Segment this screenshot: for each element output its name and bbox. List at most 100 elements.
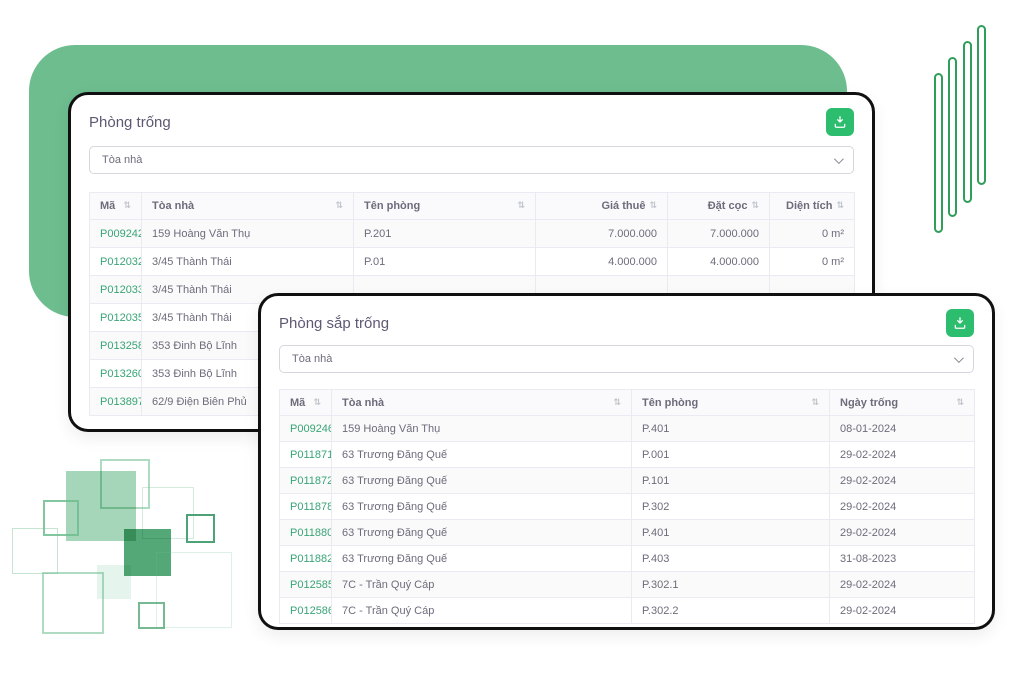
column-header-building[interactable]: Tòa nhà ⇅ [141, 192, 354, 220]
table-row: P012032 3/45 Thành Thái P.01 4.000.000 4… [89, 247, 855, 276]
building-cell: 353 Đinh Bộ Lĩnh [141, 331, 354, 360]
decorative-square [124, 529, 171, 576]
room-code-link[interactable]: P013897 [89, 387, 142, 416]
sort-icon: ⇅ [956, 397, 964, 408]
decorative-square [43, 500, 79, 536]
sort-icon: ⇅ [649, 201, 657, 211]
empty-date-cell: 08-01-2024 [829, 415, 975, 442]
download-button[interactable] [946, 309, 974, 337]
room-code-link[interactable]: P012585 [279, 571, 332, 598]
download-button[interactable] [826, 108, 854, 136]
building-cell: 63 Trương Đăng Quế [331, 441, 632, 468]
empty-date-cell: 29-02-2024 [829, 597, 975, 624]
building-cell: 63 Trương Đăng Quế [331, 545, 632, 572]
table-row: P012586 7C - Trần Quý Cáp P.302.2 29-02-… [279, 597, 975, 624]
empty-date-cell: 29-02-2024 [829, 467, 975, 494]
decorative-bar [963, 41, 972, 203]
building-cell: 3/45 Thành Thái [141, 247, 354, 276]
room-cell: P.101 [631, 467, 830, 494]
sort-icon: ⇅ [613, 397, 621, 408]
building-cell: 159 Hoàng Văn Thụ [331, 415, 632, 442]
select-placeholder: Tòa nhà [102, 154, 143, 166]
sort-icon: ⇅ [335, 201, 343, 211]
room-code-link[interactable]: P012033 [89, 275, 142, 304]
building-filter-select[interactable]: Tòa nhà [89, 146, 854, 174]
decorative-bar [948, 57, 957, 217]
decorative-square [156, 552, 232, 628]
column-header-code[interactable]: Mã ⇅ [89, 192, 142, 220]
room-code-link[interactable]: P012586 [279, 597, 332, 624]
empty-date-cell: 29-02-2024 [829, 571, 975, 598]
card-title: Phòng trống [89, 113, 171, 131]
building-cell: 63 Trương Đăng Quế [331, 493, 632, 520]
card-title: Phòng sắp trống [279, 314, 390, 332]
column-header-empty-date[interactable]: Ngày trống ⇅ [829, 389, 975, 416]
table-row: P011871 63 Trương Đăng Quế P.001 29-02-2… [279, 441, 975, 468]
table-header-row: Mã ⇅ Tòa nhà ⇅ Tên phòng ⇅ Ngày trống ⇅ [279, 389, 975, 416]
building-cell: 159 Hoàng Văn Thụ [141, 219, 354, 248]
room-cell: P.302.1 [631, 571, 830, 598]
table-row: P011872 63 Trương Đăng Quế P.101 29-02-2… [279, 467, 975, 494]
column-header-rent[interactable]: Giá thuê ⇅ [535, 192, 668, 220]
decorative-square [138, 602, 165, 629]
building-cell: 7C - Trần Quý Cáp [331, 597, 632, 624]
room-code-link[interactable]: P011880 [279, 519, 332, 546]
table-row: P011878 63 Trương Đăng Quế P.302 29-02-2… [279, 493, 975, 520]
upcoming-rooms-card: Phòng sắp trống Tòa nhà Mã ⇅ Tòa nhà ⇅ Tên… [258, 293, 995, 630]
building-cell: 63 Trương Đăng Quế [331, 519, 632, 546]
chevron-down-icon [833, 153, 844, 164]
sort-icon: ⇅ [123, 201, 131, 211]
building-cell: 7C - Trần Quý Cáp [331, 571, 632, 598]
select-placeholder: Tòa nhà [292, 353, 333, 365]
room-code-link[interactable]: P009246 [279, 415, 332, 442]
column-header-area[interactable]: Diện tích ⇅ [769, 192, 855, 220]
table-row: P012585 7C - Trần Quý Cáp P.302.1 29-02-… [279, 571, 975, 598]
building-filter-select[interactable]: Tòa nhà [279, 345, 974, 373]
table-row: P011880 63 Trương Đăng Quế P.401 29-02-2… [279, 519, 975, 546]
deposit-cell: 7.000.000 [667, 219, 770, 248]
rent-cell: 7.000.000 [535, 219, 668, 248]
decorative-square [186, 514, 215, 543]
room-code-link[interactable]: P011871 [279, 441, 332, 468]
room-code-link[interactable]: P011872 [279, 467, 332, 494]
decorative-bar [977, 25, 986, 185]
room-cell: P.201 [353, 219, 536, 248]
room-code-link[interactable]: P013260 [89, 359, 142, 388]
sort-icon: ⇅ [751, 201, 759, 211]
area-cell: 0 m² [769, 247, 855, 276]
sort-icon: ⇅ [836, 201, 844, 211]
decorative-bar [934, 73, 943, 233]
building-cell: 63 Trương Đăng Quế [331, 467, 632, 494]
decorative-square [12, 528, 58, 574]
upcoming-rooms-table: Mã ⇅ Tòa nhà ⇅ Tên phòng ⇅ Ngày trống ⇅ P009… [279, 389, 975, 624]
column-header-code[interactable]: Mã ⇅ [279, 389, 332, 416]
table-row: P011882 63 Trương Đăng Quế P.403 31-08-2… [279, 545, 975, 572]
empty-date-cell: 29-02-2024 [829, 441, 975, 468]
download-icon [833, 115, 847, 129]
decorative-square [42, 572, 104, 634]
sort-icon: ⇅ [811, 397, 819, 408]
room-code-link[interactable]: P009242 [89, 219, 142, 248]
room-code-link[interactable]: P013258 [89, 331, 142, 360]
room-cell: P.001 [631, 441, 830, 468]
room-code-link[interactable]: P012032 [89, 247, 142, 276]
table-row: P009242 159 Hoàng Văn Thụ P.201 7.000.00… [89, 219, 855, 248]
room-cell: P.302 [631, 493, 830, 520]
room-code-link[interactable]: P012035 [89, 303, 142, 332]
column-header-building[interactable]: Tòa nhà ⇅ [331, 389, 632, 416]
room-cell: P.403 [631, 545, 830, 572]
download-icon [953, 316, 967, 330]
empty-date-cell: 29-02-2024 [829, 519, 975, 546]
deposit-cell: 4.000.000 [667, 247, 770, 276]
empty-date-cell: 29-02-2024 [829, 493, 975, 520]
rent-cell: 4.000.000 [535, 247, 668, 276]
column-header-room[interactable]: Tên phòng ⇅ [353, 192, 536, 220]
empty-date-cell: 31-08-2023 [829, 545, 975, 572]
room-code-link[interactable]: P011878 [279, 493, 332, 520]
room-cell: P.01 [353, 247, 536, 276]
room-cell: P.401 [631, 415, 830, 442]
room-code-link[interactable]: P011882 [279, 545, 332, 572]
table-header-row: Mã ⇅ Tòa nhà ⇅ Tên phòng ⇅ Giá thuê ⇅ Đặt cọ… [89, 192, 855, 220]
column-header-deposit[interactable]: Đặt cọc ⇅ [667, 192, 770, 220]
column-header-room[interactable]: Tên phòng ⇅ [631, 389, 830, 416]
